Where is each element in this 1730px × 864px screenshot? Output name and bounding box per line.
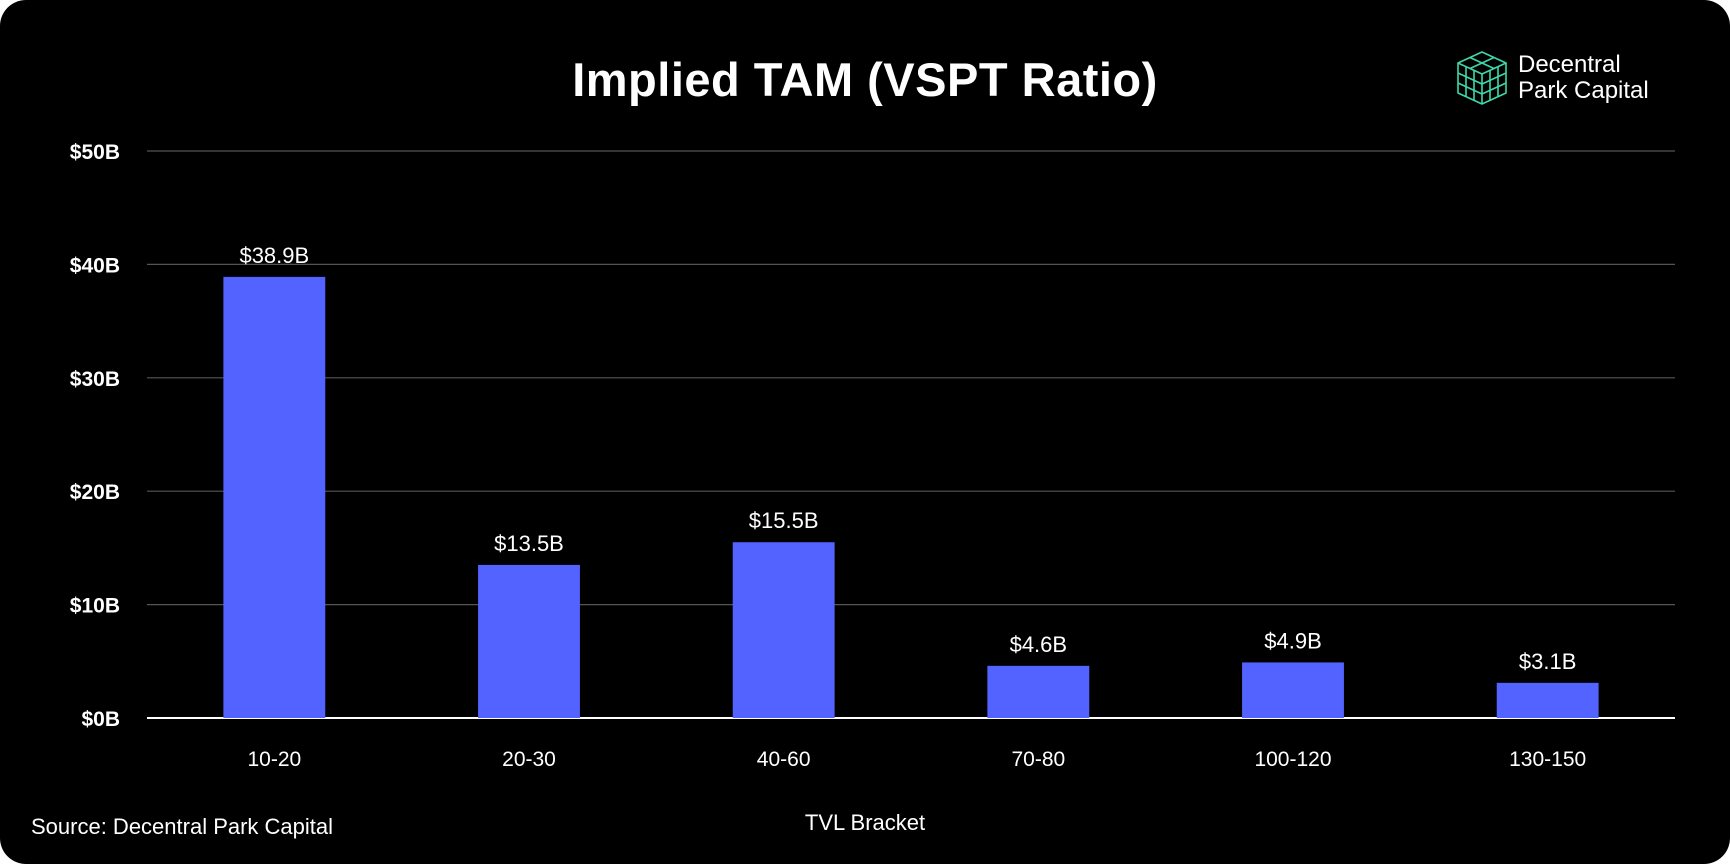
y-tick-label: $30B	[70, 368, 120, 391]
y-axis-ticks: $0B $10B $20B $30B $40B $50B	[70, 141, 120, 731]
bars	[223, 276, 1599, 718]
gridlines	[147, 150, 1675, 719]
brand-name: Decentral Park Capital	[1518, 52, 1649, 104]
bar	[1242, 662, 1344, 718]
x-tick-label: 40-60	[757, 748, 811, 771]
x-tick-label: 10-20	[247, 748, 301, 771]
bar	[478, 564, 580, 718]
data-label: $4.6B	[1010, 632, 1068, 657]
x-tick-label: 100-120	[1254, 748, 1331, 771]
data-label: $3.1B	[1519, 649, 1577, 674]
data-labels: $38.9B $13.5B $15.5B $4.6B $4.9B $3.1B	[239, 243, 1576, 674]
cube-stack-icon	[1457, 51, 1507, 105]
y-tick-label: $50B	[70, 141, 120, 164]
x-tick-label: 130-150	[1509, 748, 1586, 771]
data-label: $38.9B	[239, 243, 309, 268]
brand-logo: Decentral Park Capital	[1456, 50, 1696, 106]
y-tick-label: $40B	[70, 254, 120, 277]
bar	[732, 542, 835, 718]
bar	[1496, 682, 1599, 718]
data-label: $4.9B	[1264, 628, 1322, 653]
x-tick-label: 70-80	[1011, 748, 1065, 771]
x-tick-label: 20-30	[502, 748, 556, 771]
x-axis-title: TVL Bracket	[804, 810, 926, 835]
bar	[223, 276, 326, 718]
bar	[987, 665, 1090, 718]
brand-name-line2: Park Capital	[1518, 77, 1649, 104]
y-tick-label: $20B	[70, 481, 120, 504]
y-tick-label: $0B	[81, 708, 120, 731]
brand-name-line1: Decentral	[1518, 51, 1621, 78]
data-label: $13.5B	[494, 531, 564, 556]
chart-title: Implied TAM (VSPT Ratio)	[572, 53, 1158, 106]
y-tick-label: $10B	[70, 595, 120, 618]
source-note: Source: Decentral Park Capital	[31, 814, 334, 839]
data-label: $15.5B	[749, 508, 819, 533]
x-axis-ticks: 10-20 20-30 40-60 70-80 100-120 130-150	[247, 748, 1586, 771]
